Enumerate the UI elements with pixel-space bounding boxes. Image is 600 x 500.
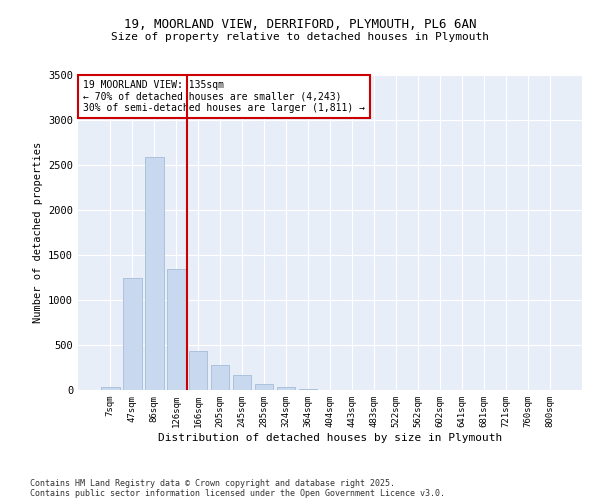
X-axis label: Distribution of detached houses by size in Plymouth: Distribution of detached houses by size …	[158, 432, 502, 442]
Bar	[123, 278, 142, 390]
Bar	[299, 389, 317, 390]
Bar	[101, 388, 119, 390]
Bar	[167, 268, 185, 390]
Bar	[145, 157, 164, 390]
Bar	[255, 384, 274, 390]
Text: Contains public sector information licensed under the Open Government Licence v3: Contains public sector information licen…	[30, 488, 445, 498]
Bar	[189, 352, 208, 390]
Bar	[233, 374, 251, 390]
Text: 19 MOORLAND VIEW: 135sqm
← 70% of detached houses are smaller (4,243)
30% of sem: 19 MOORLAND VIEW: 135sqm ← 70% of detach…	[83, 80, 365, 113]
Bar	[277, 388, 295, 390]
Text: Size of property relative to detached houses in Plymouth: Size of property relative to detached ho…	[111, 32, 489, 42]
Bar	[211, 365, 229, 390]
Text: Contains HM Land Registry data © Crown copyright and database right 2025.: Contains HM Land Registry data © Crown c…	[30, 478, 395, 488]
Y-axis label: Number of detached properties: Number of detached properties	[32, 142, 43, 323]
Text: 19, MOORLAND VIEW, DERRIFORD, PLYMOUTH, PL6 6AN: 19, MOORLAND VIEW, DERRIFORD, PLYMOUTH, …	[124, 18, 476, 30]
